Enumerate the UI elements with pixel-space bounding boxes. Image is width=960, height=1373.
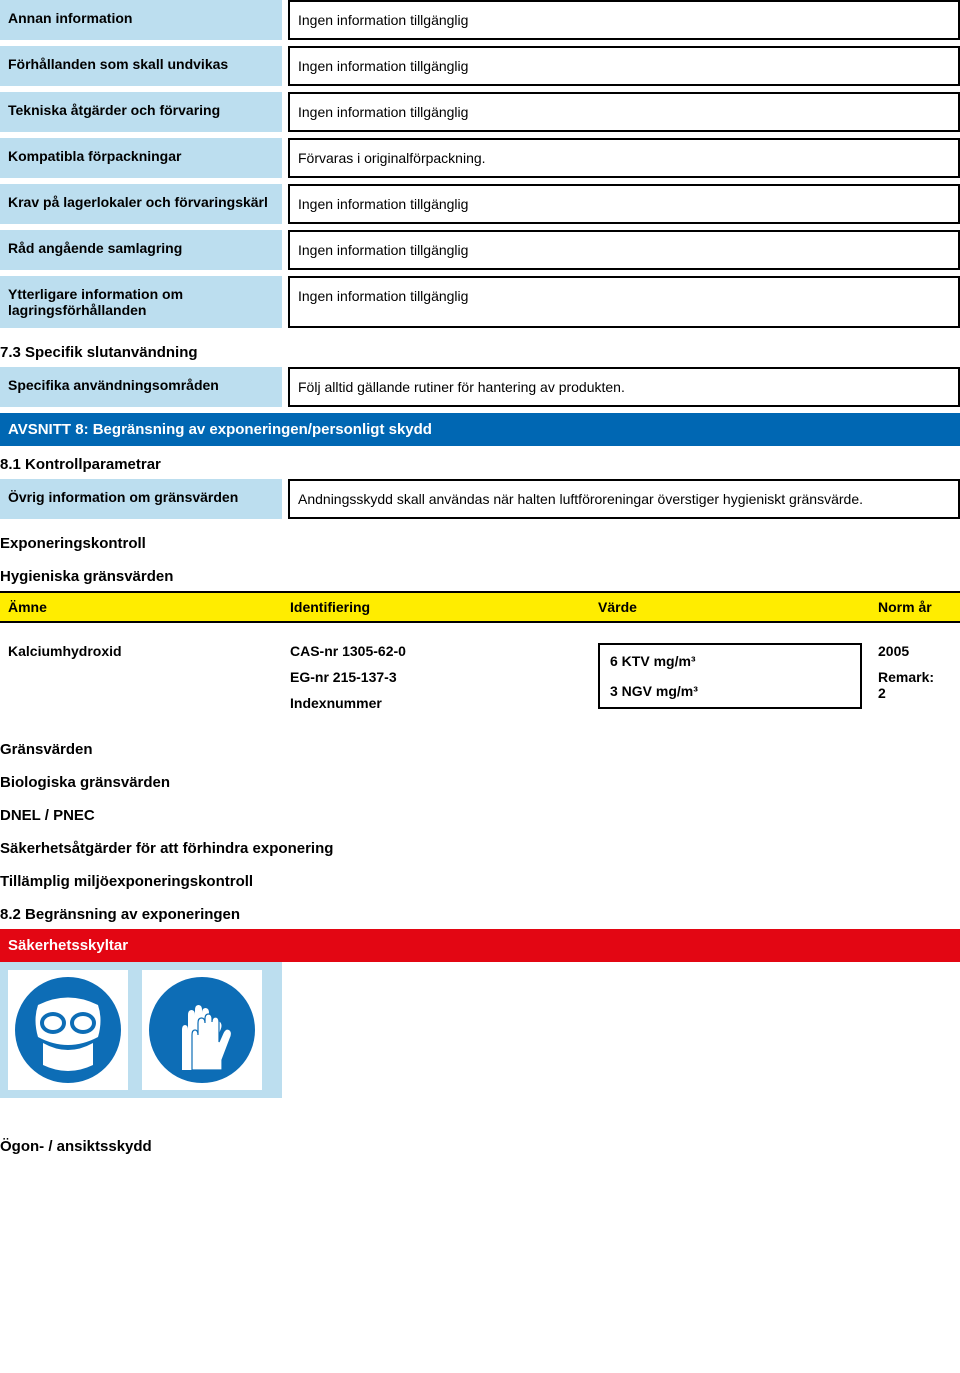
heading-after: Tillämplig miljöexponeringskontroll [0,863,960,896]
cell-normar: 2005 Remark: 2 [870,639,960,715]
table-header-amne: Ämne [0,593,282,621]
info-row: Kompatibla förpackningarFörvaras i origi… [0,138,960,178]
info-row-value: Förvaras i originalförpackning. [288,138,960,178]
table-header-row: Ämne Identifiering Värde Norm år [0,591,960,623]
label-ovrig-gransvarden: Övrig information om gränsvärden [0,479,282,519]
info-row-label: Krav på lagerlokaler och förvaringskärl [0,184,282,224]
table-row: Kalciumhydroxid CAS-nr 1305-62-0 EG-nr 2… [0,623,960,731]
remark-value: 2 [878,685,952,701]
heading-after: Gränsvärden [0,731,960,764]
info-row: Tekniska åtgärder och förvaringIngen inf… [0,92,960,132]
section-8-bar: AVSNITT 8: Begränsning av exponeringen/p… [0,413,960,446]
info-row-value: Ingen information tillgänglig [288,230,960,270]
value-ovrig-gransvarden: Andningsskydd skall användas när halten … [288,479,960,519]
value-box: 6 KTV mg/m³ 3 NGV mg/m³ [598,643,862,709]
row-ovrig-gransvarden: Övrig information om gränsvärden Andning… [0,479,960,519]
value-ngv: 3 NGV mg/m³ [610,683,850,699]
heading-exponeringskontroll: Exponeringskontroll [0,525,960,558]
info-row-label: Tekniska åtgärder och förvaring [0,92,282,132]
subsection-8-2: 8.2 Begränsning av exponeringen [0,896,960,929]
subsection-8-1: 8.1 Kontrollparametrar [0,446,960,479]
heading-ogon-ansiktsskydd: Ögon- / ansiktsskydd [0,1128,960,1161]
info-row-label: Förhållanden som skall undvikas [0,46,282,86]
pictogram-hand-protection [142,970,262,1090]
cell-varde: 6 KTV mg/m³ 3 NGV mg/m³ [590,639,870,715]
table-header-identifiering: Identifiering [282,593,590,621]
info-row-label: Kompatibla förpackningar [0,138,282,178]
id-cas: CAS-nr 1305-62-0 [290,643,582,659]
info-row-value: Ingen information tillgänglig [288,184,960,224]
info-row-value: Ingen information tillgänglig [288,92,960,132]
heading-after: Biologiska gränsvärden [0,764,960,797]
hand-protection-icon [147,975,257,1085]
norm-year: 2005 [878,643,952,659]
info-row: Råd angående samlagringIngen information… [0,230,960,270]
info-row-label: Råd angående samlagring [0,230,282,270]
heading-after: Säkerhetsåtgärder för att förhindra expo… [0,830,960,863]
cell-identifiering: CAS-nr 1305-62-0 EG-nr 215-137-3 Indexnu… [282,639,590,715]
info-row: Annan informationIngen information tillg… [0,0,960,40]
id-index: Indexnummer [290,695,582,711]
table-header-normar: Norm år [870,593,960,621]
table-header-varde: Värde [590,593,870,621]
info-row-label: Annan information [0,0,282,40]
value-ktv: 6 KTV mg/m³ [610,653,850,669]
info-row-value: Ingen information tillgänglig [288,46,960,86]
info-row: Ytterligare information om lagringsförhå… [0,276,960,328]
id-eg: EG-nr 215-137-3 [290,669,582,685]
label-specific-use: Specifika användningsområden [0,367,282,407]
remark-label: Remark: [878,669,952,685]
value-specific-use: Följ alltid gällande rutiner för hanteri… [288,367,960,407]
heading-after: DNEL / PNEC [0,797,960,830]
info-row: Förhållanden som skall undvikasIngen inf… [0,46,960,86]
pictogram-eye-protection [8,970,128,1090]
info-row: Krav på lagerlokaler och förvaringskärlI… [0,184,960,224]
pictogram-strip [0,962,282,1098]
eye-protection-icon [13,975,123,1085]
row-specific-use: Specifika användningsområden Följ alltid… [0,367,960,407]
heading-hygieniska: Hygieniska gränsvärden [0,558,960,591]
section-skyltar-bar: Säkerhetsskyltar [0,929,960,962]
info-row-label: Ytterligare information om lagringsförhå… [0,276,282,328]
cell-amne: Kalciumhydroxid [0,639,282,715]
info-row-value: Ingen information tillgänglig [288,0,960,40]
info-row-value: Ingen information tillgänglig [288,276,960,328]
subsection-7-3: 7.3 Specifik slutanvändning [0,334,960,367]
